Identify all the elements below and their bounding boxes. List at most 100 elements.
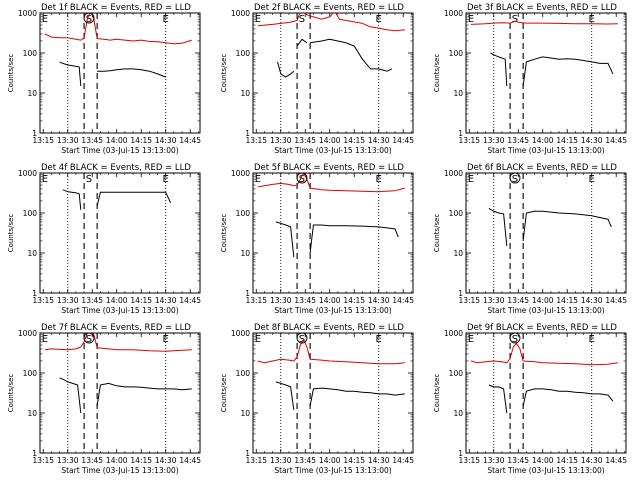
events-line-seg-1 — [275, 221, 295, 257]
events-line-seg-3 — [310, 38, 393, 72]
y-tick-label: 1 — [32, 129, 37, 138]
plot-traces — [257, 13, 405, 78]
marker-label-e: E — [376, 334, 382, 345]
x-tick-label: 14:45 — [179, 296, 201, 305]
events-line-seg-2 — [309, 224, 399, 254]
x-tick-label: 13:30 — [483, 296, 505, 305]
y-tick-label: 100 — [23, 209, 38, 218]
marker-label-e: E — [589, 334, 595, 345]
events-line-seg-1 — [59, 61, 82, 87]
x-axis-label: Start Time (03-Jul-15 13:13:00) — [274, 466, 391, 475]
events-line-seg-1 — [277, 61, 295, 78]
peak-circle-marker — [83, 12, 95, 24]
events-line-seg-2 — [522, 210, 612, 242]
y-tick-label: 100 — [23, 369, 38, 378]
y-tick-label: 100 — [236, 49, 251, 58]
y-axis-label: Counts/sec — [220, 214, 228, 253]
x-tick-label: 13:45 — [507, 136, 529, 145]
marker-label-s: S — [86, 14, 92, 25]
marker-label-s: S — [299, 174, 305, 185]
x-axis-label: Start Time (03-Jul-15 13:13:00) — [487, 466, 604, 475]
events-line-seg-1 — [490, 52, 508, 87]
panel-title: Det 6f BLACK = Events, RED = LLD — [467, 163, 617, 173]
peak-circle-marker — [509, 332, 521, 344]
x-tick-label: 14:45 — [392, 296, 414, 305]
x-tick-label: 13:45 — [81, 456, 103, 465]
marker-label-e: E — [42, 334, 48, 345]
x-tick-label: 14:45 — [605, 296, 627, 305]
y-tick-label: 1 — [458, 129, 463, 138]
x-tick-label: 14:30 — [368, 456, 390, 465]
x-tick-label: 14:00 — [319, 136, 341, 145]
marker-label-e: E — [255, 174, 261, 185]
events-line-seg-1 — [488, 384, 508, 414]
panel-title: Det 9f BLACK = Events, RED = LLD — [467, 323, 617, 333]
x-tick-label: 14:15 — [343, 456, 365, 465]
lld-line-seg-1 — [470, 20, 618, 25]
plot-frame — [252, 172, 414, 294]
marker-label-e: E — [163, 14, 169, 25]
marker-label-e: E — [376, 174, 382, 185]
x-tick-label: 14:00 — [106, 456, 128, 465]
y-tick-label: 1 — [32, 449, 37, 458]
marker-label-e: E — [163, 174, 169, 185]
x-tick-label: 13:30 — [57, 296, 79, 305]
y-axis-label: Counts/sec — [433, 54, 441, 93]
y-tick-label: 1000 — [231, 169, 250, 178]
y-tick-label: 1000 — [231, 9, 250, 18]
x-tick-label: 13:30 — [270, 456, 292, 465]
plot-traces — [44, 333, 192, 414]
lld-line-seg-1 — [44, 333, 192, 352]
plot-traces — [62, 189, 172, 210]
x-tick-label: 14:15 — [343, 136, 365, 145]
x-tick-label: 13:30 — [483, 456, 505, 465]
events-line-seg-1 — [275, 381, 295, 410]
plot-frame — [465, 172, 627, 294]
x-tick-label: 13:30 — [270, 136, 292, 145]
x-tick-label: 14:30 — [155, 456, 177, 465]
x-tick-label: 14:15 — [130, 456, 152, 465]
events-line-seg-2 — [522, 56, 614, 87]
y-tick-label: 100 — [236, 369, 251, 378]
y-tick-label: 1000 — [444, 329, 463, 338]
x-tick-label: 13:45 — [81, 296, 103, 305]
y-tick-label: 100 — [449, 209, 464, 218]
x-tick-label: 13:45 — [294, 136, 316, 145]
x-tick-label: 14:15 — [556, 136, 578, 145]
panel-title: Det 8f BLACK = Events, RED = LLD — [254, 323, 404, 333]
y-tick-label: 10 — [453, 249, 463, 258]
events-line-seg-2 — [96, 191, 172, 207]
x-axis-label: Start Time (03-Jul-15 13:13:00) — [274, 306, 391, 315]
marker-label-s: S — [86, 174, 92, 185]
panel-title: Det 2f BLACK = Events, RED = LLD — [254, 3, 404, 13]
y-tick-label: 1 — [32, 289, 37, 298]
y-tick-label: 1 — [245, 129, 250, 138]
x-tick-label: 13:15 — [32, 456, 54, 465]
x-tick-label: 14:45 — [392, 456, 414, 465]
y-axis-label: Counts/sec — [7, 374, 15, 413]
y-tick-label: 1000 — [444, 169, 463, 178]
x-tick-label: 13:45 — [294, 456, 316, 465]
x-tick-label: 13:30 — [270, 296, 292, 305]
plot-frame — [465, 12, 627, 134]
events-line-seg-2 — [96, 382, 192, 407]
x-tick-label: 14:00 — [106, 136, 128, 145]
plot-frame — [39, 12, 201, 134]
lld-line-seg-1 — [257, 13, 405, 32]
plot-frame — [252, 12, 414, 134]
peak-circle-marker — [296, 332, 308, 344]
lld-line-seg-1 — [470, 342, 618, 366]
y-tick-label: 1000 — [231, 329, 250, 338]
marker-label-e: E — [376, 14, 382, 25]
panel-title: Det 4f BLACK = Events, RED = LLD — [41, 163, 191, 173]
events-line-seg-2 — [522, 388, 614, 407]
marker-label-e: E — [255, 14, 261, 25]
y-tick-label: 100 — [236, 209, 251, 218]
y-tick-label: 1000 — [18, 9, 37, 18]
x-axis-label: Start Time (03-Jul-15 13:13:00) — [274, 146, 391, 155]
